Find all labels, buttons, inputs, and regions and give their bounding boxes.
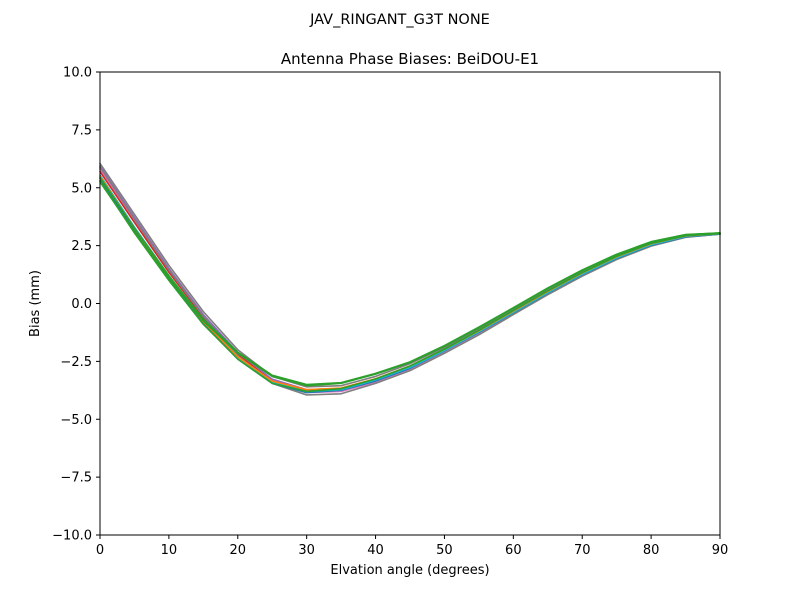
- y-tick-label: −10.0: [52, 529, 92, 544]
- x-tick-label: 80: [643, 543, 660, 558]
- figure-suptitle: JAV_RINGANT_G3T NONE: [309, 12, 490, 28]
- y-tick-label: 5.0: [71, 181, 92, 196]
- y-axis-label: Bias (mm): [28, 270, 43, 337]
- y-tick-label: 0.0: [71, 297, 92, 312]
- series-line-6: [99, 166, 721, 396]
- axes-background: [100, 72, 720, 535]
- y-tick-label: −7.5: [60, 471, 92, 486]
- x-tick-label: 30: [298, 543, 315, 558]
- x-tick-label: 40: [367, 543, 384, 558]
- series-line-10: [99, 180, 721, 393]
- x-tick-label: 60: [505, 543, 522, 558]
- series-line-12: [99, 176, 721, 386]
- x-tick-label: 20: [230, 543, 247, 558]
- x-axis: 0 10 20 30 40 50 60 70 80 90: [96, 535, 728, 558]
- y-tick-label: 7.5: [71, 123, 92, 138]
- x-tick-label: 10: [161, 543, 178, 558]
- x-tick-label: 50: [436, 543, 453, 558]
- y-tick-label: 10.0: [63, 66, 92, 81]
- x-tick-label: 0: [96, 543, 104, 558]
- series-group: [99, 162, 721, 396]
- y-tick-label: −5.0: [60, 413, 92, 428]
- y-axis: −10.0 −7.5 −5.0 −2.5 0.0 2.5 5.0 7.5 10.0: [52, 66, 100, 544]
- chart-title: Antenna Phase Biases: BeiDOU-E1: [281, 50, 539, 68]
- x-tick-label: 90: [712, 543, 729, 558]
- x-axis-label: Elvation angle (degrees): [330, 563, 489, 578]
- y-tick-label: −2.5: [60, 355, 92, 370]
- y-tick-label: 2.5: [71, 239, 92, 254]
- x-tick-label: 70: [574, 543, 591, 558]
- plot-area: [99, 71, 721, 536]
